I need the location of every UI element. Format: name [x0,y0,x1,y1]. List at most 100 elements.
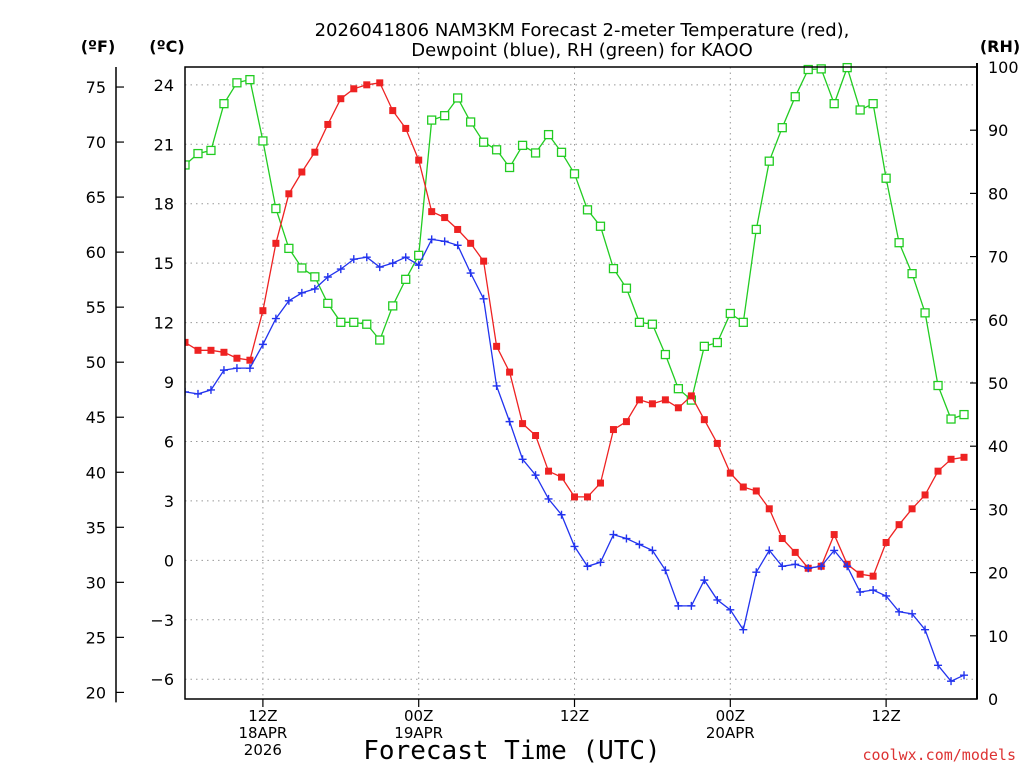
x-tick-label: 20APR [706,724,755,742]
dewpoint-line [185,238,965,683]
dewpoint-point [427,235,436,244]
rh-point [543,129,554,140]
rh-tick-label: 0 [988,690,998,709]
dewpoint-point [232,364,241,373]
dewpoint-point [414,261,423,270]
chart-title-line2: Dewpoint (blue), RH (green) for KAOO [411,40,753,61]
x-tick-label: 12Z [871,707,900,725]
dewpoint-point [310,284,319,293]
credit-text: coolwx.com/models [862,746,1016,764]
fahrenheit-tick-label: 30 [86,573,106,592]
temperature-point [687,392,695,400]
rh-tick-label: 90 [988,121,1008,140]
rh-tick-label: 20 [988,564,1008,583]
temperature-point [506,368,514,376]
dewpoint-point [531,471,540,480]
temperature-point [934,467,942,475]
temperature-point [363,81,371,89]
dewpoint-point [219,366,228,375]
rh-point [868,99,878,109]
dewpoint-point [375,263,384,272]
temperature-point [830,531,838,539]
celsius-tick-label: 21 [154,135,174,154]
temperature-point [765,505,773,513]
rh-point [284,243,294,254]
dewpoint-point [765,546,774,555]
dewpoint-point [258,340,267,349]
fahrenheit-unit-label: (ºF) [81,37,116,56]
dewpoint-point [622,534,631,543]
temperature-point [207,346,215,354]
x-tick-label: 12Z [560,707,589,725]
dewpoint-point [557,510,566,519]
rh-point [920,308,930,318]
dewpoint-point [349,255,358,264]
temperature-point [882,538,890,546]
temperature-point [869,572,877,580]
rh-point [185,160,190,170]
rh-point [790,92,800,102]
dewpoint-point [882,591,891,600]
temperature-point [609,426,617,434]
rh-point [440,111,450,121]
rh-point [829,99,839,109]
dewpoint-point [245,364,254,373]
rh-point [297,263,307,273]
rh-point [232,78,242,88]
dewpoint-point [185,387,189,396]
temperature-point [960,453,968,461]
celsius-tick-label: −6 [150,670,174,689]
dewpoint-point [609,530,618,539]
dewpoint-point [479,294,488,303]
x-tick-label: 00Z [404,707,433,725]
celsius-tick-label: 0 [164,551,174,570]
dewpoint-point [934,661,943,670]
dewpoint-point [596,558,605,567]
gridlines [185,67,977,699]
temperature-point [856,570,864,578]
temperature-point [622,418,630,426]
rh-point [362,319,372,329]
dewpoint-point [739,625,748,634]
rh-point [530,148,541,158]
rh-point [855,105,865,115]
rh-point [907,269,917,279]
temperature-point [194,346,202,354]
celsius-tick-label: 24 [154,76,174,95]
celsius-tick-label: 15 [154,254,174,273]
dewpoint-point [843,562,852,571]
rh-point [245,74,255,85]
rh-point [414,250,424,260]
rh-point [491,145,502,155]
rh-tick-label: 40 [988,437,1008,456]
dewpoint-point [388,259,397,268]
chart-title-line1: 2026041806 NAM3KM Forecast 2-meter Tempe… [315,20,850,41]
series-layer [185,62,969,686]
temperature-point [324,120,332,128]
dewpoint-point [960,671,969,680]
temperature-point [350,85,358,93]
rh-tick-label: 100 [988,58,1019,77]
temperature-point [480,257,488,265]
rh-point [517,140,528,151]
fahrenheit-tick-label: 35 [86,518,106,537]
rh-point [647,319,658,329]
rh-tick-label: 80 [988,184,1008,203]
rh-point [894,238,904,248]
rh-point [336,317,346,327]
temperature-point [713,439,721,447]
dewpoint-point [908,609,917,618]
dewpoint-point [570,542,579,551]
fahrenheit-tick-label: 50 [86,353,106,372]
dewpoint-point [401,253,410,262]
celsius-tick-label: 3 [164,492,174,511]
rh-point [478,137,489,147]
celsius-tick-label: 18 [154,195,174,214]
rh-unit-label: (RH) [980,37,1020,56]
fahrenheit-tick-label: 75 [86,78,106,97]
temperature-point [558,473,566,481]
rh-point [323,298,333,309]
rh-point [712,337,722,348]
rh-point [751,224,761,235]
rh-point [816,64,826,74]
